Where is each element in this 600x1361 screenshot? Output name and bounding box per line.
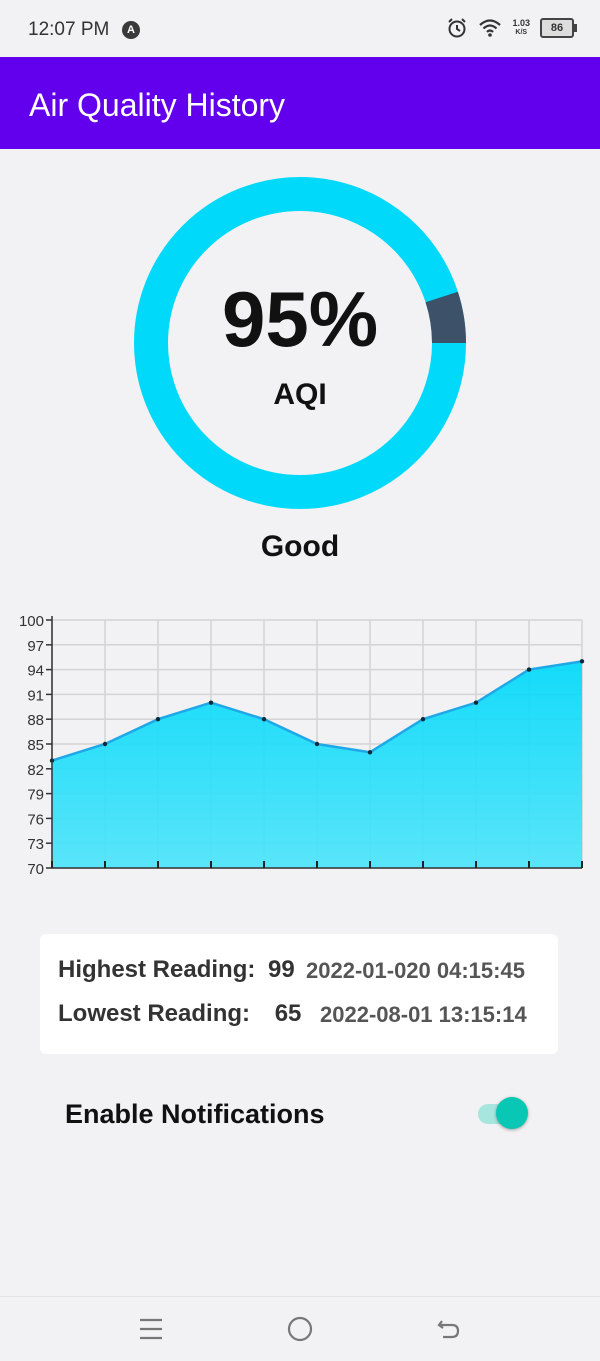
notifications-toggle[interactable] bbox=[476, 1097, 532, 1129]
highest-reading-value: 99 bbox=[268, 956, 295, 983]
y-tick-label: 82 bbox=[27, 762, 44, 779]
wifi-icon bbox=[479, 19, 502, 37]
system-nav-bar bbox=[0, 1296, 600, 1361]
status-time: 12:07 PM bbox=[28, 19, 110, 40]
highest-reading-row: Highest Reading: 99 2022-01-020 04:15:45 bbox=[58, 956, 525, 984]
status-bar: 12:07 PM A 1.03 K/S 86 bbox=[0, 0, 600, 58]
aqi-history-chart: 70 73 76 79 82 85 88 91 94 97 100 bbox=[19, 613, 585, 878]
data-point bbox=[473, 700, 479, 705]
lowest-reading-value: 65 bbox=[274, 1000, 302, 1027]
quality-label: Good bbox=[260, 530, 340, 563]
aqi-gauge bbox=[134, 177, 466, 509]
data-point bbox=[102, 741, 108, 747]
recent-apps-button[interactable] bbox=[131, 1309, 171, 1349]
y-tick-label: 100 bbox=[19, 613, 44, 630]
y-tick-label: 97 bbox=[27, 638, 44, 655]
y-tick-label: 79 bbox=[27, 787, 44, 804]
gauge-center: 95% AQI bbox=[133, 176, 467, 510]
lowest-reading-row: Lowest Reading: 65 2022-08-01 13:15:14 bbox=[58, 1000, 527, 1028]
status-icons: 1.03 K/S 86 bbox=[446, 17, 577, 39]
lowest-reading-label: Lowest Reading: bbox=[58, 1000, 251, 1027]
alarm-icon bbox=[448, 18, 467, 38]
data-point bbox=[579, 659, 585, 664]
y-tick-label: 76 bbox=[27, 811, 44, 828]
data-point bbox=[420, 717, 426, 722]
data-point bbox=[314, 741, 320, 747]
y-tick-label: 88 bbox=[27, 712, 44, 729]
y-tick-label: 70 bbox=[27, 861, 44, 878]
data-point bbox=[367, 750, 373, 755]
home-button[interactable] bbox=[280, 1309, 320, 1349]
lowest-reading-time: 2022-08-01 13:15:14 bbox=[320, 1002, 527, 1027]
y-tick-label: 85 bbox=[27, 737, 44, 754]
readings-card: Highest Reading: 99 2022-01-020 04:15:45… bbox=[40, 934, 558, 1054]
enable-notifications-label: Enable Notifications bbox=[65, 1099, 325, 1129]
app-notification-icon: A bbox=[122, 21, 140, 39]
y-tick-label: 91 bbox=[27, 687, 44, 704]
y-tick-label: 73 bbox=[27, 836, 44, 853]
back-button[interactable] bbox=[429, 1309, 469, 1349]
app-bar: Air Quality History bbox=[0, 57, 600, 149]
series-area bbox=[52, 661, 582, 868]
y-tick-label: 94 bbox=[27, 663, 44, 680]
network-speed-unit: K/S bbox=[515, 29, 528, 36]
chart-axes bbox=[46, 616, 583, 869]
data-point bbox=[155, 717, 161, 722]
network-speed-value: 1.03 bbox=[512, 18, 530, 28]
chart-y-labels: 70 73 76 79 82 85 88 91 94 97 100 bbox=[19, 613, 44, 878]
highest-reading-label: Highest Reading: bbox=[58, 956, 256, 983]
highest-reading-time: 2022-01-020 04:15:45 bbox=[306, 958, 525, 983]
battery-level: 86 bbox=[550, 22, 564, 34]
menu-icon bbox=[140, 1318, 162, 1340]
chart-points bbox=[49, 659, 585, 763]
aqi-value: 95% bbox=[221, 275, 379, 363]
data-point bbox=[208, 700, 214, 705]
page-title: Air Quality History bbox=[29, 87, 286, 123]
toggle-knob bbox=[496, 1097, 528, 1129]
data-point bbox=[526, 667, 532, 672]
aqi-unit: AQI bbox=[273, 378, 327, 411]
battery-icon: 86 bbox=[540, 18, 577, 38]
home-icon bbox=[287, 1316, 313, 1342]
data-point bbox=[261, 717, 267, 722]
network-speed: 1.03 K/S bbox=[512, 19, 530, 37]
back-icon bbox=[437, 1320, 460, 1339]
gauge-remainder-arc bbox=[425, 291, 466, 344]
